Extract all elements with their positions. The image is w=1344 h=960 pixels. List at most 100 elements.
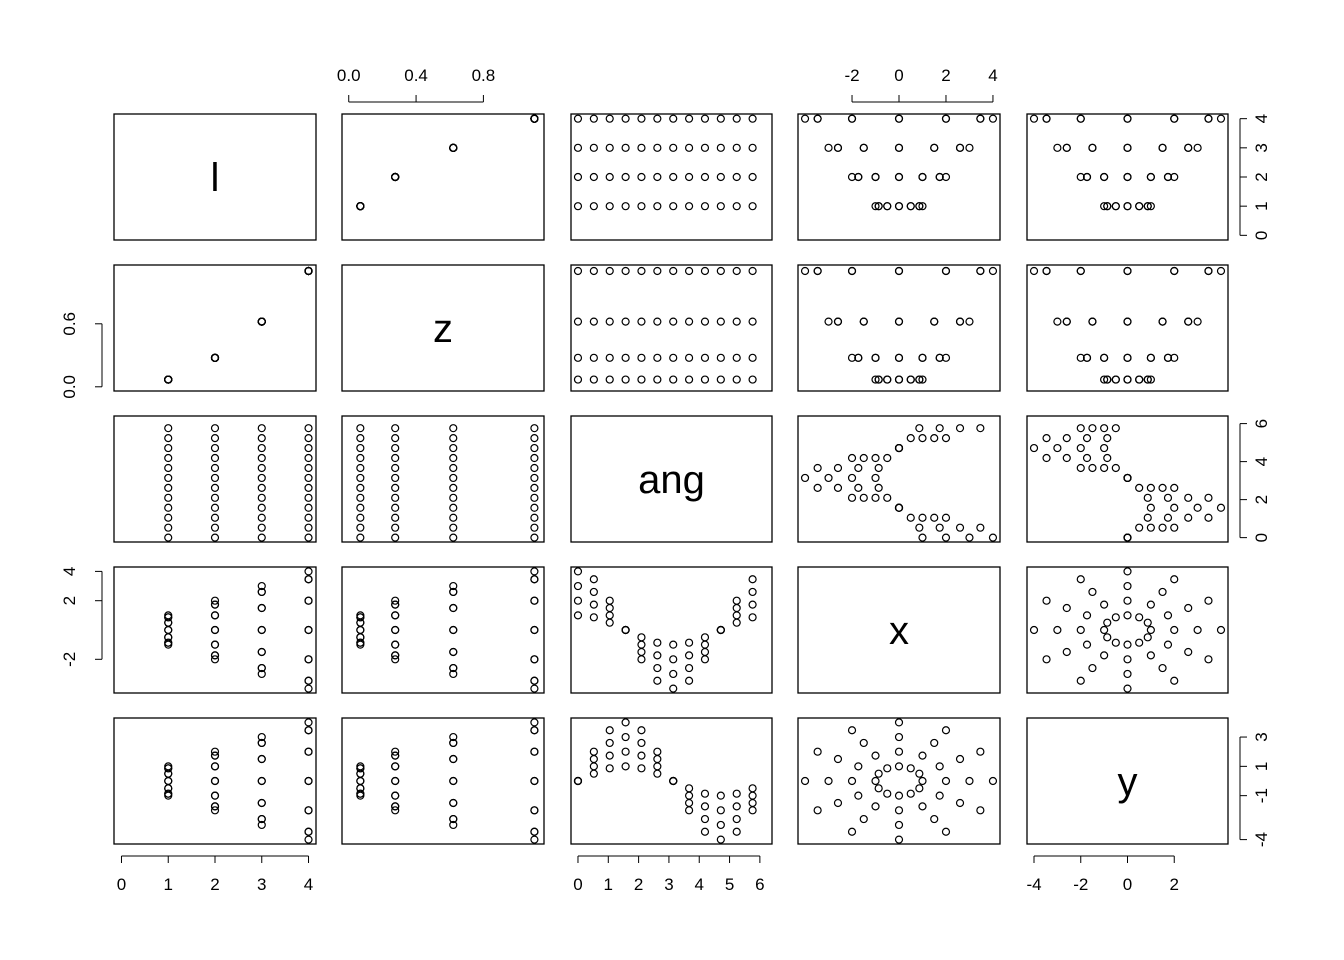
point [716, 143, 725, 152]
point [874, 202, 883, 211]
point [1088, 663, 1097, 673]
point [1111, 202, 1120, 211]
point [894, 266, 904, 276]
point [1123, 655, 1132, 664]
point [935, 523, 944, 532]
point [304, 493, 313, 502]
point [605, 751, 614, 760]
point [530, 424, 539, 433]
point [748, 575, 757, 584]
point [1100, 600, 1109, 609]
point [605, 143, 614, 152]
point [304, 806, 313, 815]
point [1123, 684, 1132, 693]
point [304, 726, 313, 735]
point [1216, 625, 1226, 635]
x-tick-label: -2 [1073, 875, 1088, 894]
point [1103, 434, 1112, 443]
point [748, 143, 757, 152]
point [391, 600, 400, 609]
point [700, 814, 710, 824]
point [257, 587, 266, 597]
point [1053, 143, 1062, 152]
point [700, 375, 710, 384]
point [833, 143, 843, 152]
point [210, 434, 220, 443]
point [1082, 640, 1092, 649]
panel [1026, 566, 1229, 694]
point [1158, 587, 1167, 597]
point [732, 143, 741, 152]
point [732, 789, 741, 798]
point [669, 655, 678, 664]
point [210, 751, 220, 760]
y-tick-label: 3 [1252, 143, 1271, 152]
point [530, 493, 539, 502]
point [589, 375, 598, 384]
point [391, 424, 400, 433]
point [605, 172, 614, 182]
point [391, 493, 400, 502]
point [304, 718, 313, 727]
point [700, 640, 710, 649]
point [955, 317, 965, 326]
point [304, 503, 313, 512]
point [356, 776, 365, 786]
point [894, 762, 904, 771]
point [700, 633, 710, 642]
point [210, 513, 220, 522]
point [716, 353, 725, 362]
point [391, 503, 400, 512]
point [605, 202, 614, 211]
point [1042, 114, 1051, 123]
point [210, 503, 220, 512]
point [356, 523, 365, 532]
point [700, 143, 710, 152]
panel [341, 113, 545, 241]
point [883, 789, 892, 798]
point [941, 533, 951, 542]
point [854, 353, 863, 362]
point [605, 738, 614, 748]
point [941, 827, 951, 836]
point [304, 483, 313, 492]
x-tick-label: 3 [257, 875, 266, 894]
point [1123, 353, 1132, 362]
point [1216, 266, 1226, 276]
point [530, 684, 539, 693]
point [164, 618, 173, 627]
point [449, 669, 458, 679]
point [1076, 266, 1085, 276]
point [1042, 266, 1051, 276]
point [164, 463, 173, 473]
point [637, 633, 646, 642]
point [1111, 424, 1120, 433]
panel [341, 264, 545, 392]
point [1062, 647, 1071, 657]
point [257, 663, 266, 673]
point [210, 353, 220, 362]
point [732, 611, 741, 620]
point [605, 618, 614, 627]
point [1123, 533, 1132, 542]
point [684, 791, 694, 800]
point [874, 784, 883, 793]
point [1082, 611, 1092, 620]
point [304, 533, 313, 542]
point [1135, 202, 1144, 211]
point [449, 754, 458, 764]
x-tick-label: 6 [755, 875, 764, 894]
point [716, 266, 725, 276]
point [530, 533, 539, 542]
point [732, 827, 741, 836]
point [918, 513, 927, 522]
point [573, 143, 583, 152]
point [164, 473, 173, 483]
point [449, 493, 458, 502]
point [391, 453, 400, 463]
point [637, 726, 646, 735]
point [684, 172, 694, 182]
point [833, 754, 843, 764]
point [833, 463, 843, 473]
point [257, 581, 266, 591]
